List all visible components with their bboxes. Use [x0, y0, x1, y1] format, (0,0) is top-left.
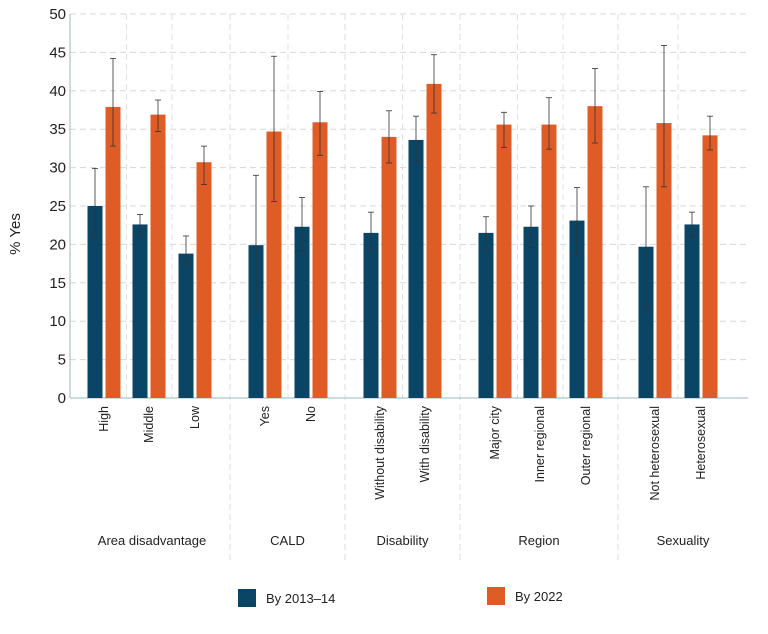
category-label-without-disability: Without disability	[373, 405, 387, 500]
category-label-high: High	[97, 406, 111, 432]
bar-by-2022-6	[426, 83, 442, 398]
group-label-area-disadvantage: Area disadvantage	[98, 533, 206, 548]
bar-by-2013-14-10	[638, 246, 654, 398]
y-tick-label-40: 40	[49, 83, 66, 100]
legend-label-2022: By 2022	[515, 588, 563, 604]
category-label-inner-regional: Inner regional	[533, 406, 547, 482]
group-label-cald: CALD	[270, 533, 305, 548]
category-label-not-heterosexual: Not heterosexual	[648, 406, 662, 501]
bar-by-2022-5	[381, 136, 397, 398]
bar-by-2022-3	[266, 131, 282, 398]
y-axis-title: % Yes	[7, 213, 24, 255]
bar-by-2013-14-3	[248, 245, 264, 398]
category-label-low: Low	[188, 405, 202, 429]
bar-by-2013-14-8	[523, 226, 539, 398]
category-label-major-city: Major city	[488, 405, 502, 459]
bar-by-2013-14-9	[569, 220, 585, 398]
legend-label-2013-14: By 2013–14	[266, 590, 336, 606]
y-tick-label-45: 45	[49, 44, 66, 61]
bar-by-2013-14-7	[478, 232, 494, 398]
y-tick-label-0: 0	[58, 390, 66, 407]
bar-chart: 0 5 10 15 20 25 30 35 40 45 50 % Yes High Middle Low Ar…	[7, 6, 748, 560]
legend-swatch-2013-14	[238, 589, 256, 607]
legend-item-2013-14: By 2013–14	[238, 589, 335, 607]
bar-by-2022-4	[312, 122, 328, 399]
y-tick-label-50: 50	[49, 6, 66, 23]
bar-by-2022-8	[541, 124, 557, 398]
legend-swatch-2022	[487, 587, 505, 605]
bar-by-2022-0	[105, 106, 121, 398]
category-label-with-disability: With disability	[418, 405, 432, 482]
bar-by-2022-1	[150, 114, 166, 398]
legend-item-2022: By 2022	[487, 587, 563, 605]
bar-by-2013-14-2	[178, 253, 194, 398]
bar-by-2013-14-1	[132, 224, 148, 398]
bar-by-2022-2	[196, 162, 212, 398]
category-label-no: No	[304, 406, 318, 422]
group-label-sexuality: Sexuality	[657, 533, 710, 548]
bar-by-2013-14-0	[87, 206, 103, 398]
group-label-disability: Disability	[376, 533, 429, 548]
bar-by-2022-11	[702, 135, 718, 398]
legend: By 2013–14 By 2022	[0, 585, 768, 615]
category-label-heterosexual: Heterosexual	[694, 406, 708, 480]
bar-by-2013-14-5	[363, 232, 379, 398]
y-tick-label-30: 30	[49, 160, 66, 177]
bar-by-2022-9	[587, 106, 603, 398]
y-tick-label-25: 25	[49, 198, 66, 215]
bar-by-2013-14-6	[408, 139, 424, 398]
y-tick-label-35: 35	[49, 121, 66, 138]
bar-by-2022-10	[656, 123, 672, 398]
group-label-region: Region	[518, 533, 559, 548]
y-tick-label-10: 10	[49, 313, 66, 330]
category-label-middle: Middle	[142, 406, 156, 443]
y-tick-label-5: 5	[58, 352, 66, 369]
y-tick-label-15: 15	[49, 275, 66, 292]
category-label-outer-regional: Outer regional	[579, 406, 593, 485]
category-label-yes: Yes	[258, 406, 272, 426]
bar-by-2013-14-11	[684, 224, 700, 398]
y-tick-label-20: 20	[49, 236, 66, 253]
bar-by-2013-14-4	[294, 226, 310, 398]
bar-by-2022-7	[496, 124, 512, 398]
